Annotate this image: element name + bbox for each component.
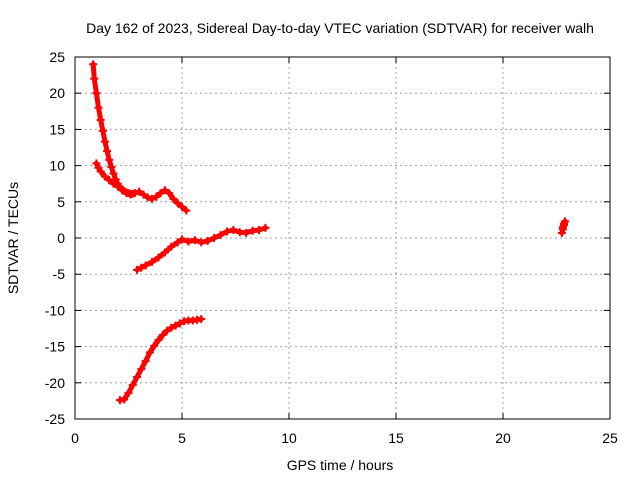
x-tick-labels: 0 5 10 15 20 25	[71, 430, 618, 446]
y-tick-labels: 25 20 15 10 5 0 -5 -10 -15 -20 -25	[45, 49, 65, 427]
y-tick-label: 0	[57, 230, 65, 246]
y-tick-label: 5	[57, 194, 65, 210]
y-tick-label: 15	[49, 121, 65, 137]
y-tick-label: 25	[49, 49, 65, 65]
x-axis-label: GPS time / hours	[287, 457, 394, 473]
chart-title: Day 162 of 2023, Sidereal Day-to-day VTE…	[86, 20, 594, 36]
y-tick-label: -5	[53, 266, 66, 282]
y-tick-label: 20	[49, 85, 65, 101]
x-tick-label: 15	[388, 430, 404, 446]
y-tick-label: 10	[49, 158, 65, 174]
x-tick-label: 25	[602, 430, 618, 446]
x-tick-label: 10	[281, 430, 297, 446]
y-tick-label: -10	[45, 302, 65, 318]
plot-frame	[74, 56, 611, 420]
x-tick-label: 0	[71, 430, 79, 446]
x-tick-label: 5	[178, 430, 186, 446]
data-series	[89, 60, 570, 405]
y-tick-label: -20	[45, 375, 65, 391]
x-tick-label: 20	[495, 430, 511, 446]
y-axis-label: SDTVAR / TECUs	[5, 182, 21, 294]
y-tick-label: -25	[45, 411, 65, 427]
grid-lines	[75, 57, 610, 419]
y-tick-label: -15	[45, 339, 65, 355]
